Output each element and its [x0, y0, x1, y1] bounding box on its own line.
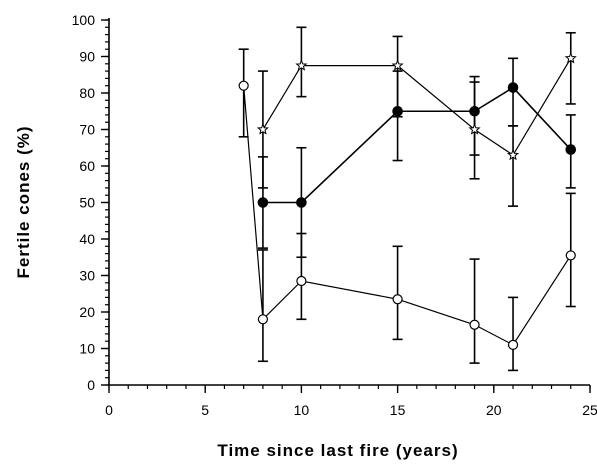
series-1-point — [238, 80, 249, 91]
x-tick-label: 10 — [294, 402, 310, 418]
series-3-point — [507, 148, 520, 161]
y-tick-label: 10 — [79, 341, 95, 357]
series-1-point — [257, 314, 269, 325]
y-tick-label: 30 — [79, 268, 95, 284]
series-3-point — [468, 123, 481, 135]
y-tick-label: 0 — [87, 377, 95, 393]
y-tick-label: 40 — [79, 231, 95, 247]
series-1-point — [469, 319, 480, 330]
series-3-point — [295, 59, 308, 71]
series-1-line — [243, 85, 572, 346]
series-3-point — [564, 51, 577, 64]
plot-area: 0 5 10 15 20 25 0 10 20 30 40 50 60 70 80 90 100 — [72, 12, 597, 418]
series-2-point — [469, 105, 480, 117]
y-axis-title: Fertile cones (%) — [14, 125, 33, 278]
y-tick-label: 100 — [72, 12, 96, 28]
series-2-point — [296, 197, 307, 208]
y-tick-label: 60 — [79, 158, 95, 174]
series-1-point — [507, 339, 519, 350]
x-tick-label: 15 — [390, 402, 406, 418]
x-tick-label: 0 — [105, 402, 113, 418]
y-tick-label: 90 — [79, 49, 95, 65]
y-tick-label: 70 — [79, 122, 95, 138]
series-1-point — [392, 294, 403, 305]
x-axis-title: Time since last fire (years) — [217, 441, 458, 460]
series-3-line — [262, 58, 572, 156]
series-2-point — [565, 144, 577, 155]
series-3-point — [391, 59, 404, 71]
y-tick-label: 80 — [79, 85, 95, 101]
x-tick-label: 25 — [582, 402, 597, 418]
series-2-point — [507, 82, 519, 93]
series-2-line — [262, 86, 572, 204]
series-2-point — [257, 197, 269, 208]
y-tick-label: 20 — [79, 304, 95, 320]
series-2-point — [392, 105, 403, 117]
x-tick-label: 5 — [201, 402, 209, 418]
x-tick-label: 20 — [486, 402, 502, 418]
series-1-point — [565, 250, 576, 261]
series-3-point — [256, 123, 269, 135]
series-1-point — [296, 275, 307, 287]
y-tick-label: 50 — [79, 195, 95, 211]
